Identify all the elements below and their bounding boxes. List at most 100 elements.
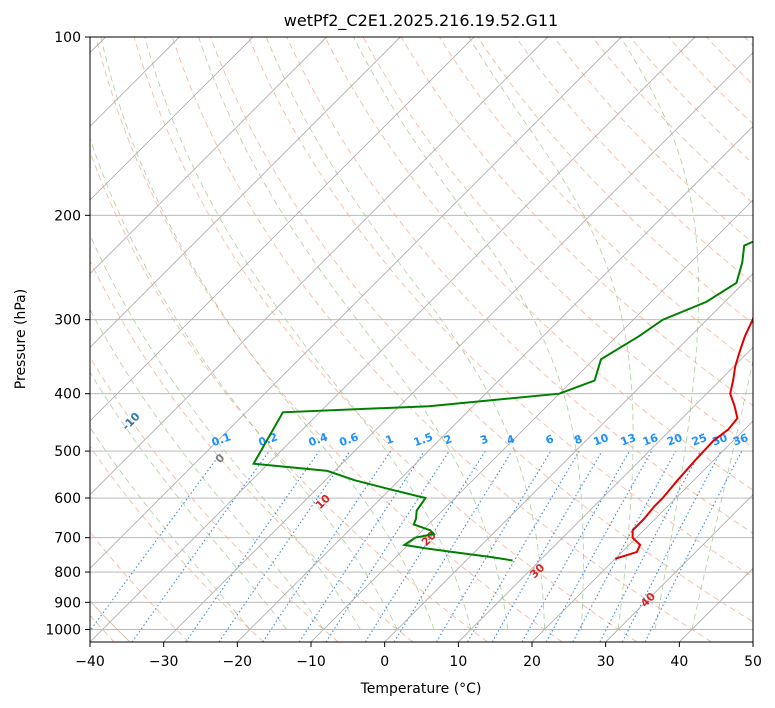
y-tick-label: 1000 [45, 622, 81, 638]
mixing-ratio-label: 0.6 [338, 430, 361, 449]
moist-adiabat-line [691, 358, 753, 630]
mixing-ratio-label: 1.5 [412, 430, 435, 449]
isobar-gridlines [90, 37, 753, 630]
mixing-ratio-label: 13 [619, 431, 638, 448]
moist-adiabat-line [90, 371, 288, 630]
mixing-ratio-line [218, 450, 351, 642]
moist-adiabat-line [198, 37, 509, 630]
mixing-ratio-lines [90, 450, 743, 642]
mixing-ratio-line [364, 450, 486, 642]
dewpoint-line [251, 240, 753, 562]
x-tick-label: −10 [296, 654, 326, 670]
mixing-ratio-label: 10 [592, 431, 611, 449]
moist-adiabats [90, 37, 753, 642]
isotherm-line [90, 37, 696, 642]
isotherm-line [90, 37, 254, 201]
y-tick-label: 200 [54, 208, 81, 224]
y-axis: 100 200 300 400 500 600 700 800 900 1000 [45, 30, 90, 638]
contour-labels: 0.10.20.40.611.52346810131620253036-100-… [119, 410, 750, 610]
isotherm-line [605, 494, 753, 642]
dry-adiabat-line [400, 37, 753, 407]
dry-adiabat-line [477, 37, 753, 325]
isotherm-line [90, 37, 622, 569]
moist-adiabat-line [265, 37, 545, 630]
x-tick-label: 0 [380, 654, 389, 670]
y-tick-label: 800 [54, 565, 81, 581]
x-tick-label: −20 [223, 654, 253, 670]
isotherm-line [531, 420, 753, 642]
temperature-line [614, 315, 753, 560]
isotherm-line [384, 273, 753, 642]
mixing-ratio-line [435, 450, 552, 642]
x-tick-label: 40 [670, 654, 688, 670]
mixing-ratio-line [90, 450, 223, 632]
x-tick-label: −30 [149, 654, 179, 670]
mixing-ratio-label: 3 [478, 432, 490, 447]
isotherm-line [458, 346, 753, 642]
dry-adiabat-line [324, 37, 753, 491]
x-tick-label: 20 [523, 654, 541, 670]
x-tick-label: 50 [744, 654, 762, 670]
dry-adiabat-line [629, 37, 753, 165]
moist-adiabat-line [100, 37, 435, 630]
isotherm-line [90, 37, 401, 348]
dry-adiabat-line [515, 37, 753, 284]
isotherms [90, 37, 753, 642]
mixing-ratio-line [185, 450, 320, 642]
dry-adiabat-line [90, 259, 414, 642]
mixing-ratio-label: 0.4 [307, 430, 330, 449]
moist-adiabat-line [90, 234, 361, 630]
y-tick-label: 400 [54, 387, 81, 403]
x-tick-label: 30 [597, 654, 615, 670]
isotherm-line [163, 52, 753, 642]
moist-adiabat-line [144, 37, 472, 630]
isotherm-line [90, 37, 327, 275]
mixing-ratio-label: 6 [544, 432, 556, 447]
y-tick-label: 600 [54, 491, 81, 507]
isotherm-line [90, 37, 548, 496]
y-tick-label: 900 [54, 595, 81, 611]
dry-adiabat-line [248, 37, 753, 578]
isotherm-line [90, 37, 475, 422]
mixing-ratio-line [491, 450, 603, 642]
moist-adiabat-line [620, 37, 699, 630]
mixing-ratio-line [521, 450, 630, 642]
x-axis-label: Temperature (°C) [360, 681, 482, 697]
y-tick-label: 700 [54, 531, 81, 547]
mixing-ratio-line [572, 450, 677, 642]
x-tick-label: 10 [449, 654, 467, 670]
mixing-ratio-line [131, 450, 270, 642]
profile-series [251, 240, 753, 562]
moist-adiabat-line [90, 137, 398, 630]
x-tick-label: −40 [75, 654, 105, 670]
mixing-ratio-label: 0.1 [210, 430, 233, 449]
dry-adiabat-line [171, 37, 712, 642]
moist-adiabat-line [90, 308, 324, 630]
mixing-ratio-label: 1 [384, 432, 396, 447]
moist-adiabat-line [468, 37, 634, 630]
moist-adiabat-line [90, 426, 251, 630]
isotherm-line [237, 125, 753, 642]
mixing-ratio-label: 36 [731, 431, 750, 449]
mixing-ratio-label: 16 [641, 431, 660, 449]
mixing-ratio-label: 8 [572, 432, 584, 447]
chart-title: wetPf2_C2E1.2025.216.19.52.G11 [284, 11, 558, 31]
mixing-ratio-label: 30 [710, 431, 729, 449]
mixing-ratio-line [467, 450, 580, 642]
dry-adiabat-line [133, 37, 638, 642]
mixing-ratio-label: 4 [505, 432, 517, 447]
y-tick-label: 100 [54, 30, 81, 46]
dry-adiabat-line [90, 445, 264, 642]
mixing-ratio-label: 2 [442, 432, 454, 447]
y-tick-label: 500 [54, 444, 81, 460]
mixing-ratio-label: 25 [690, 431, 709, 448]
x-axis: −40 −30 −20 −10 0 10 20 30 40 50 [75, 642, 762, 670]
mixing-ratio-label: 20 [665, 431, 684, 449]
dry-adiabat-line [591, 37, 753, 204]
mixing-ratio-line [325, 450, 450, 642]
moist-adiabat-line [353, 37, 584, 630]
y-tick-label: 300 [54, 313, 81, 329]
mixing-ratio-line [393, 450, 513, 642]
y-axis-label: Pressure (hPa) [13, 289, 29, 389]
